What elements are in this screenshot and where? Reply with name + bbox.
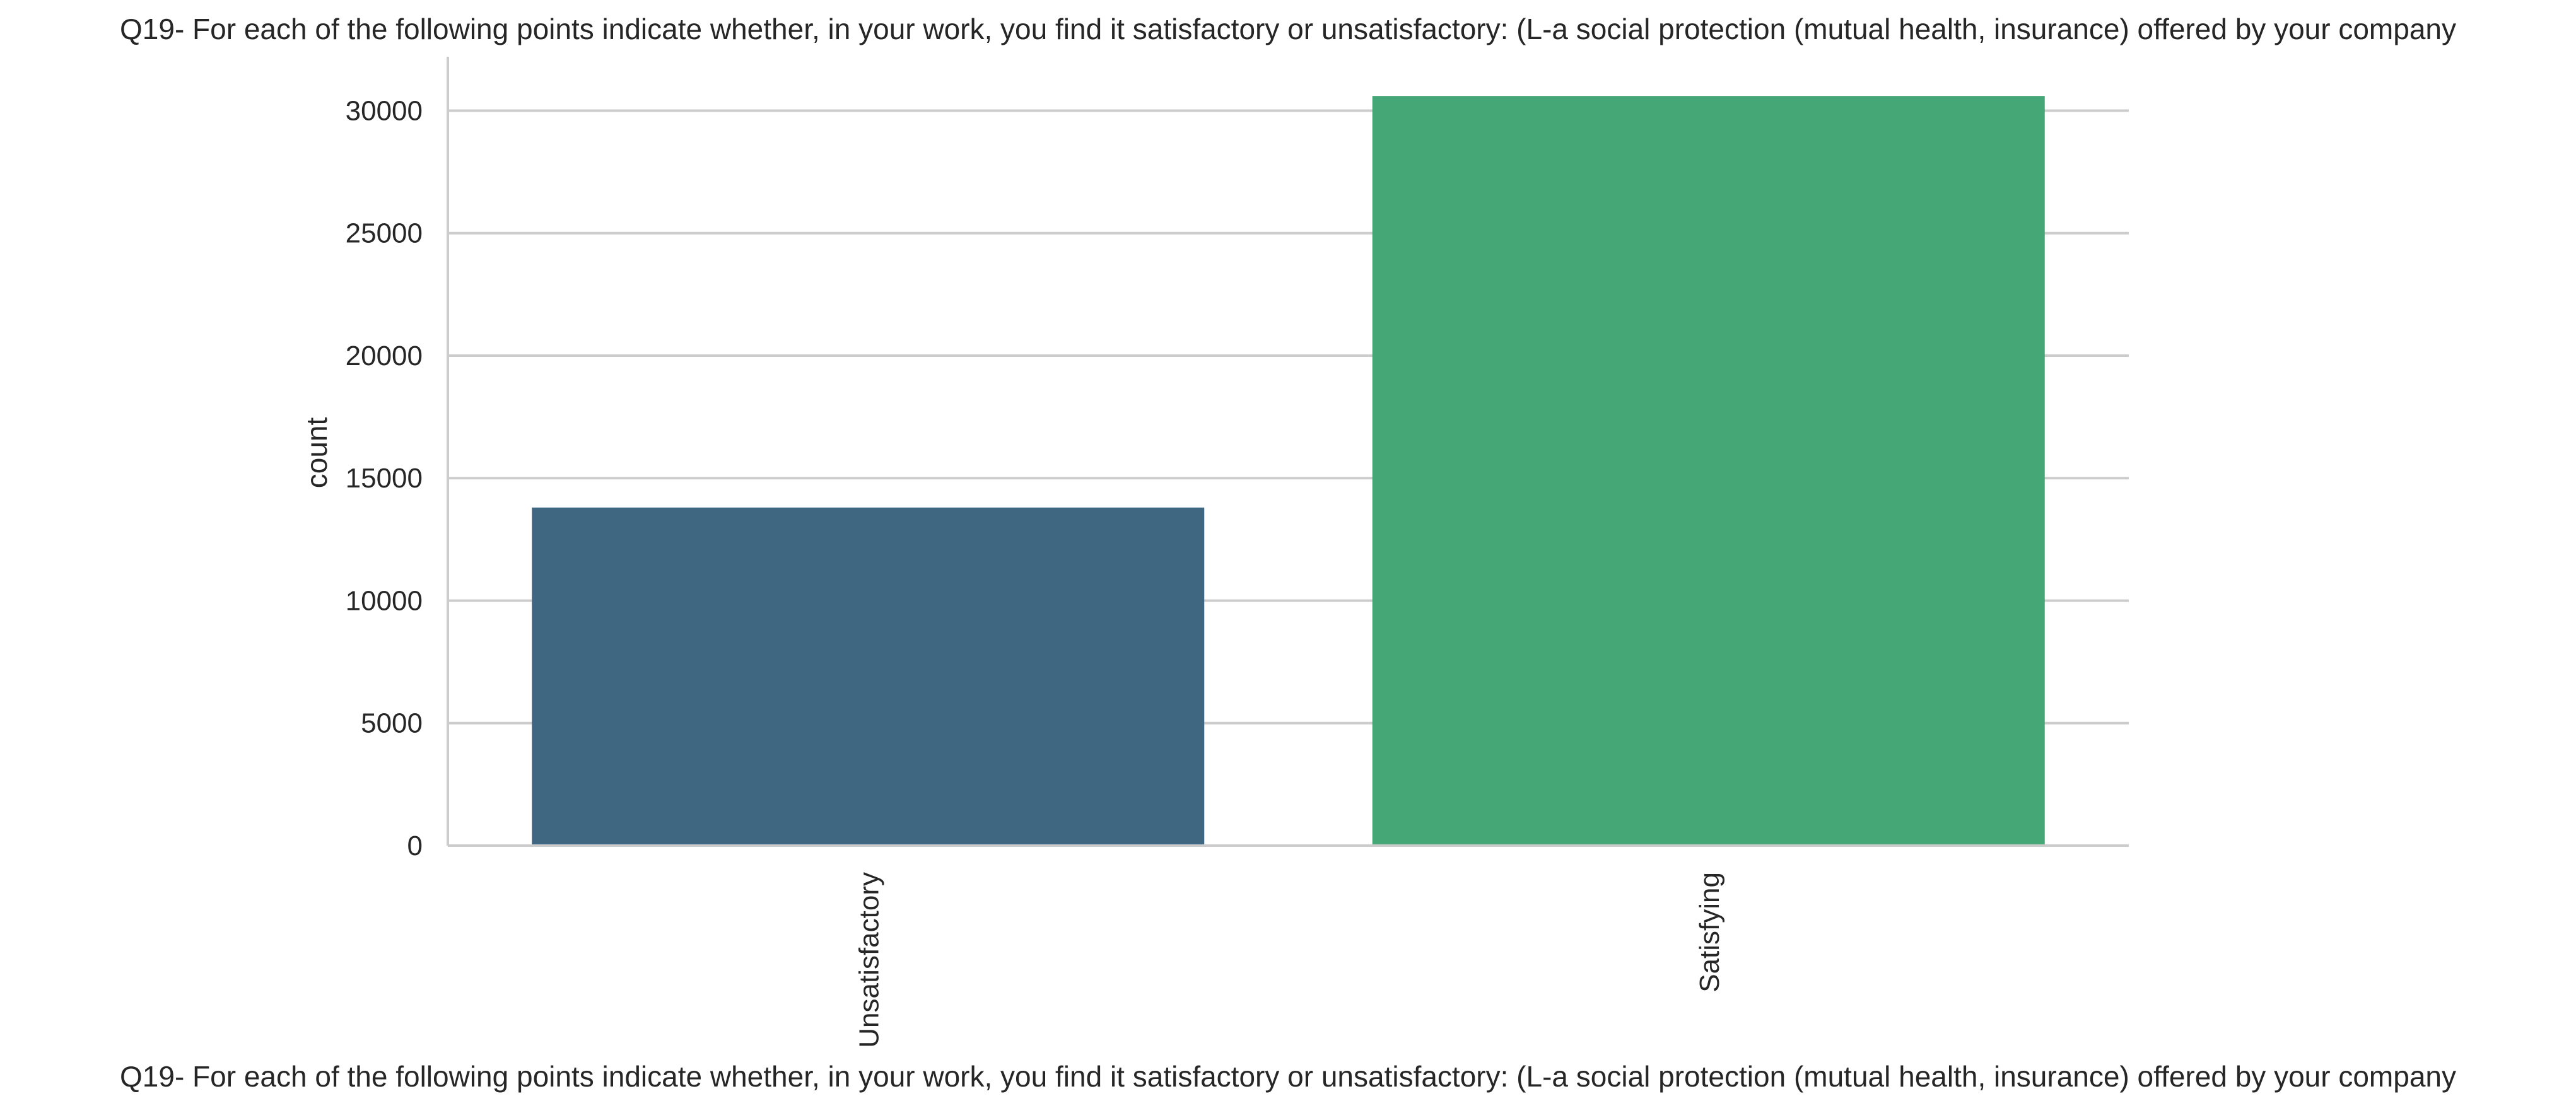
y-tick-label: 5000	[361, 708, 423, 739]
y-tick-label: 15000	[346, 463, 423, 494]
bar-layer	[532, 96, 2045, 846]
y-tick-label: 0	[407, 830, 423, 861]
y-tick-label: 30000	[346, 95, 423, 126]
axis-layer	[447, 57, 2129, 847]
bar-satisfying	[1372, 96, 2045, 846]
y-tick-label: 25000	[346, 218, 423, 249]
x-tick-label: Satisfying	[1694, 872, 1725, 993]
y-tick-label: 10000	[346, 585, 423, 616]
y-tick-label: 20000	[346, 341, 423, 371]
x-axis-label: Q19- For each of the following points in…	[120, 1060, 2456, 1093]
y-tick-labels: 0 5000 10000 15000 20000 25000 30000	[346, 95, 423, 861]
bar-unsatisfactory	[532, 507, 1205, 846]
x-tick-labels: Unsatisfactory Satisfying	[853, 872, 1725, 1048]
chart-title: Q19- For each of the following points in…	[120, 13, 2456, 45]
y-axis-label: count	[300, 417, 333, 489]
x-tick-label: Unsatisfactory	[853, 872, 884, 1048]
